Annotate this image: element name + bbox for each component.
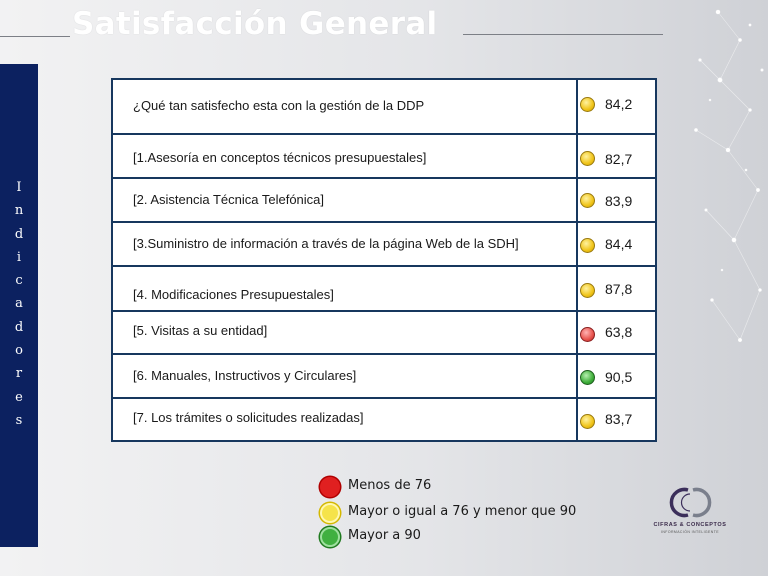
indicator-label: [7. Los trámites o solicitudes realizada… — [133, 410, 364, 425]
logo-name: CIFRAS & CONCEPTOS — [653, 522, 727, 528]
status-red-dot-icon — [580, 327, 595, 342]
indicator-value: 83,7 — [605, 411, 633, 427]
indicator-value: 83,9 — [605, 193, 633, 209]
satisfaction-table: ¿Qué tan satisfecho esta con la gestión … — [111, 78, 657, 442]
company-logo: CIFRAS & CONCEPTOS INFORMACIÓN INTELIGEN… — [648, 482, 732, 542]
status-yellow-dot-icon — [580, 283, 595, 298]
indicator-value-cell: 90,5 — [578, 355, 655, 397]
side-label-letter: c — [15, 273, 23, 289]
logo-tagline: INFORMACIÓN INTELIGENTE — [660, 530, 719, 534]
legend-yellow-dot-icon — [320, 503, 340, 523]
legend-text: Menos de 76 — [348, 478, 432, 493]
indicator-label: [2. Asistencia Técnica Telefónica] — [133, 192, 325, 207]
side-label-letter: i — [16, 249, 22, 265]
indicator-label: [1.Asesoría en conceptos técnicos presup… — [133, 150, 427, 165]
indicator-label: ¿Qué tan satisfecho esta con la gestión … — [133, 98, 425, 113]
indicator-value-cell: 87,8 — [578, 267, 655, 310]
indicator-value-cell: 84,2 — [578, 80, 655, 133]
table-row: ¿Qué tan satisfecho esta con la gestión … — [113, 80, 655, 135]
indicator-value: 84,2 — [605, 96, 633, 112]
indicator-value: 82,7 — [605, 151, 633, 167]
table-row: [5. Visitas a su entidad] 63,8 — [113, 312, 655, 355]
indicators-side-bar — [0, 64, 38, 547]
legend-green-dot-icon — [320, 527, 340, 547]
indicator-value-cell: 63,8 — [578, 312, 655, 353]
table-row: [4. Modificaciones Presupuestales] 87,8 — [113, 267, 655, 312]
title-rule-right — [463, 34, 663, 35]
table-row: [6. Manuales, Instructivos y Circulares]… — [113, 355, 655, 399]
indicator-value: 90,5 — [605, 369, 633, 385]
status-yellow-dot-icon — [580, 193, 595, 208]
indicator-label: [5. Visitas a su entidad] — [133, 323, 268, 338]
indicator-value-cell: 83,7 — [578, 399, 655, 440]
indicator-label: [4. Modificaciones Presupuestales] — [133, 287, 334, 302]
table-row: [3.Suministro de información a través de… — [113, 223, 655, 267]
side-label-letter: r — [15, 366, 23, 382]
indicator-label-cell: [4. Modificaciones Presupuestales] — [113, 267, 578, 310]
indicator-value: 84,4 — [605, 236, 633, 252]
status-yellow-dot-icon — [580, 414, 595, 429]
indicator-label-cell: ¿Qué tan satisfecho esta con la gestión … — [113, 80, 578, 133]
side-label-letter: e — [15, 389, 23, 405]
legend-item: Mayor o igual a 76 y menor que 90 — [320, 501, 620, 525]
legend-text: Mayor a 90 — [348, 528, 421, 543]
side-label-letter: n — [14, 203, 24, 219]
indicator-label-cell: [2. Asistencia Técnica Telefónica] — [113, 179, 578, 221]
indicator-label: [3.Suministro de información a través de… — [133, 236, 519, 251]
side-label-letter: o — [15, 343, 23, 359]
indicator-value: 87,8 — [605, 281, 633, 297]
indicator-value: 63,8 — [605, 324, 633, 340]
side-label-letter: s — [15, 412, 23, 428]
table-row: [2. Asistencia Técnica Telefónica] 83,9 — [113, 179, 655, 223]
title-rule-left — [0, 36, 70, 37]
legend-item: Menos de 76 — [320, 475, 620, 499]
legend-item: Mayor a 90 — [320, 525, 620, 549]
status-yellow-dot-icon — [580, 151, 595, 166]
side-label-letter: d — [14, 319, 24, 335]
table-row: [1.Asesoría en conceptos técnicos presup… — [113, 135, 655, 179]
slide-title: Satisfacción General — [72, 6, 438, 42]
side-label-letter: I — [16, 180, 22, 195]
indicator-value-cell: 82,7 — [578, 135, 655, 177]
table-row: [7. Los trámites o solicitudes realizada… — [113, 399, 655, 440]
indicator-label-cell: [5. Visitas a su entidad] — [113, 312, 578, 353]
legend-red-dot-icon — [320, 477, 340, 497]
side-label-letter: d — [14, 226, 24, 242]
status-yellow-dot-icon — [580, 238, 595, 253]
indicator-label-cell: [3.Suministro de información a través de… — [113, 223, 578, 265]
side-label-letter: a — [15, 296, 23, 312]
indicator-label-cell: [7. Los trámites o solicitudes realizada… — [113, 399, 578, 440]
status-green-dot-icon — [580, 370, 595, 385]
cc-logo-icon — [669, 487, 712, 518]
legend-text: Mayor o igual a 76 y menor que 90 — [348, 504, 577, 519]
indicator-label-cell: [6. Manuales, Instructivos y Circulares] — [113, 355, 578, 397]
indicator-value-cell: 83,9 — [578, 179, 655, 221]
indicator-value-cell: 84,4 — [578, 223, 655, 265]
indicator-label: [6. Manuales, Instructivos y Circulares] — [133, 368, 357, 383]
indicator-label-cell: [1.Asesoría en conceptos técnicos presup… — [113, 135, 578, 177]
status-yellow-dot-icon — [580, 97, 595, 112]
